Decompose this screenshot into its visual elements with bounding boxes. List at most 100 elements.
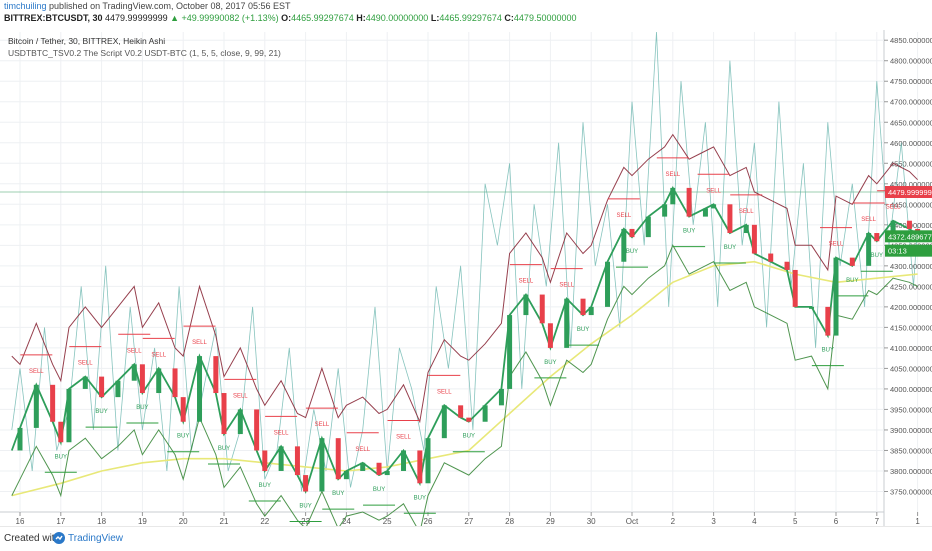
chart-frame[interactable]: 4850.00000000 4800.00000000 4750.00000000 4…: [0, 30, 932, 534]
buy-signal-label: BUY: [136, 405, 148, 411]
y-tick-label: 4250.00000000: [890, 282, 932, 291]
price-change: ▲ +49.99990082 (+1.13%): [170, 13, 279, 23]
x-tick-label: 17: [56, 517, 65, 526]
buy-signal-label: BUY: [414, 495, 426, 501]
bull-candle: [237, 409, 243, 435]
buy-signal-label: BUY: [846, 278, 858, 284]
created-with-label: Created with: [4, 533, 61, 544]
price-tag-bg: [885, 186, 932, 198]
bear-candle: [629, 228, 635, 238]
sell-signal-label: SELL: [739, 209, 754, 215]
tradingview-brand[interactable]: TradingView: [68, 533, 124, 544]
x-tick-label: 3: [711, 517, 716, 526]
y-tick-label: 3850.00000000: [890, 446, 932, 455]
price-chart[interactable]: 4850.00000000 4800.00000000 4750.00000000 4…: [0, 30, 932, 534]
x-tick-label: 4: [752, 517, 757, 526]
bear-candle: [580, 298, 586, 316]
bull-candle: [588, 306, 594, 316]
bear-candle: [417, 450, 423, 484]
y-tick-label: 4800.00000000: [890, 57, 932, 66]
y-tick-label: 4550.00000000: [890, 159, 932, 168]
bull-candle: [507, 315, 513, 389]
open-value: 4465.99297674: [291, 13, 354, 23]
low-value: 4465.99297674: [439, 13, 502, 23]
bear-candle: [303, 475, 309, 492]
bear-candle: [539, 294, 545, 324]
x-tick-label: 26: [424, 517, 433, 526]
buy-signal-label: BUY: [95, 409, 107, 415]
sell-signal-label: SELL: [829, 242, 844, 248]
close-label: C:: [504, 13, 514, 23]
x-tick-label: 24: [342, 517, 351, 526]
bear-candle: [849, 257, 855, 266]
footer-bar: Created with TradingView: [0, 526, 932, 551]
bull-candle: [645, 216, 651, 238]
slow_ma-line: [11, 260, 918, 497]
x-tick-label: 16: [16, 517, 25, 526]
bull-candle: [711, 204, 717, 209]
open-label: O:: [281, 13, 292, 23]
bear-candle: [458, 405, 464, 418]
bear-candle: [768, 253, 774, 262]
buy-signal-label: BUY: [218, 446, 230, 452]
x-tick-label: 25: [383, 517, 392, 526]
bull-candle: [564, 298, 570, 348]
volatility-line: [11, 31, 918, 492]
bear-candle: [213, 356, 219, 394]
buy-signal-label: BUY: [259, 483, 271, 489]
indicator-legend: USDTBTC_TSV0.2 The Script V0.2 USDT-BTC …: [8, 48, 281, 58]
buy-signal-label: BUY: [373, 487, 385, 493]
bear-candle: [792, 269, 798, 307]
x-tick-label: 18: [97, 517, 106, 526]
bear-candle: [58, 421, 64, 443]
x-tick-label: 22: [260, 517, 269, 526]
y-tick-label: 3800.00000000: [890, 467, 932, 476]
author-link[interactable]: timchuiling: [4, 1, 47, 11]
buy-signal-label: BUY: [463, 434, 475, 440]
sell-signal-label: SELL: [78, 361, 93, 367]
last-price: 4479.99999999: [105, 13, 168, 23]
sell-signal-label: SELL: [616, 213, 631, 219]
bull-candle: [82, 376, 88, 389]
high-value: 4490.00000000: [365, 13, 429, 23]
y-tick-label: 3750.00000000: [890, 487, 932, 496]
bear-candle: [784, 261, 790, 270]
buy-signal-label: BUY: [332, 491, 344, 497]
bear-candle: [466, 417, 472, 422]
low-label: L:: [430, 13, 440, 23]
sell-signal-label: SELL: [151, 352, 166, 358]
y-tick-label: 4000.00000000: [890, 385, 932, 394]
sell-signal-label: SELL: [861, 217, 876, 223]
sell-signal-label: SELL: [706, 188, 721, 194]
sell-signal-label: SELL: [886, 205, 901, 211]
price-tag-label: 03:13: [888, 247, 907, 256]
x-tick-label: Oct: [626, 517, 639, 526]
x-tick-label: 28: [505, 517, 514, 526]
bear-candle: [50, 384, 56, 422]
x-tick-label: 1: [915, 517, 920, 526]
bear-candle: [376, 462, 382, 476]
bull-candle: [605, 261, 611, 307]
bull-candle: [441, 405, 447, 439]
price-tag-label: 4479.99999999: [888, 188, 932, 197]
sell-signal-label: SELL: [519, 279, 534, 285]
x-tick-label: 21: [220, 517, 229, 526]
bull-candle: [866, 233, 872, 266]
y-tick-label: 4600.00000000: [890, 139, 932, 148]
buy-signal-label: BUY: [55, 454, 67, 460]
sell-signal-label: SELL: [437, 389, 452, 395]
y-tick-label: 4650.00000000: [890, 118, 932, 127]
bull-candle: [670, 187, 676, 205]
buy-signal-label: BUY: [626, 249, 638, 255]
price-tag-label: 4372.48967794: [888, 232, 932, 241]
chart-legend-title: Bitcoin / Tether, 30, BITTREX, Heikin As…: [8, 36, 165, 46]
bear-candle: [221, 393, 227, 435]
x-tick-label: 2: [671, 517, 676, 526]
bear-candle: [262, 450, 268, 471]
price-tag-bg: [885, 244, 932, 257]
sell-signal-label: SELL: [127, 348, 142, 354]
lower_band-line: [11, 244, 918, 534]
bear-candle: [99, 376, 105, 398]
y-tick-label: 4200.00000000: [890, 303, 932, 312]
bear-candle: [294, 446, 300, 476]
